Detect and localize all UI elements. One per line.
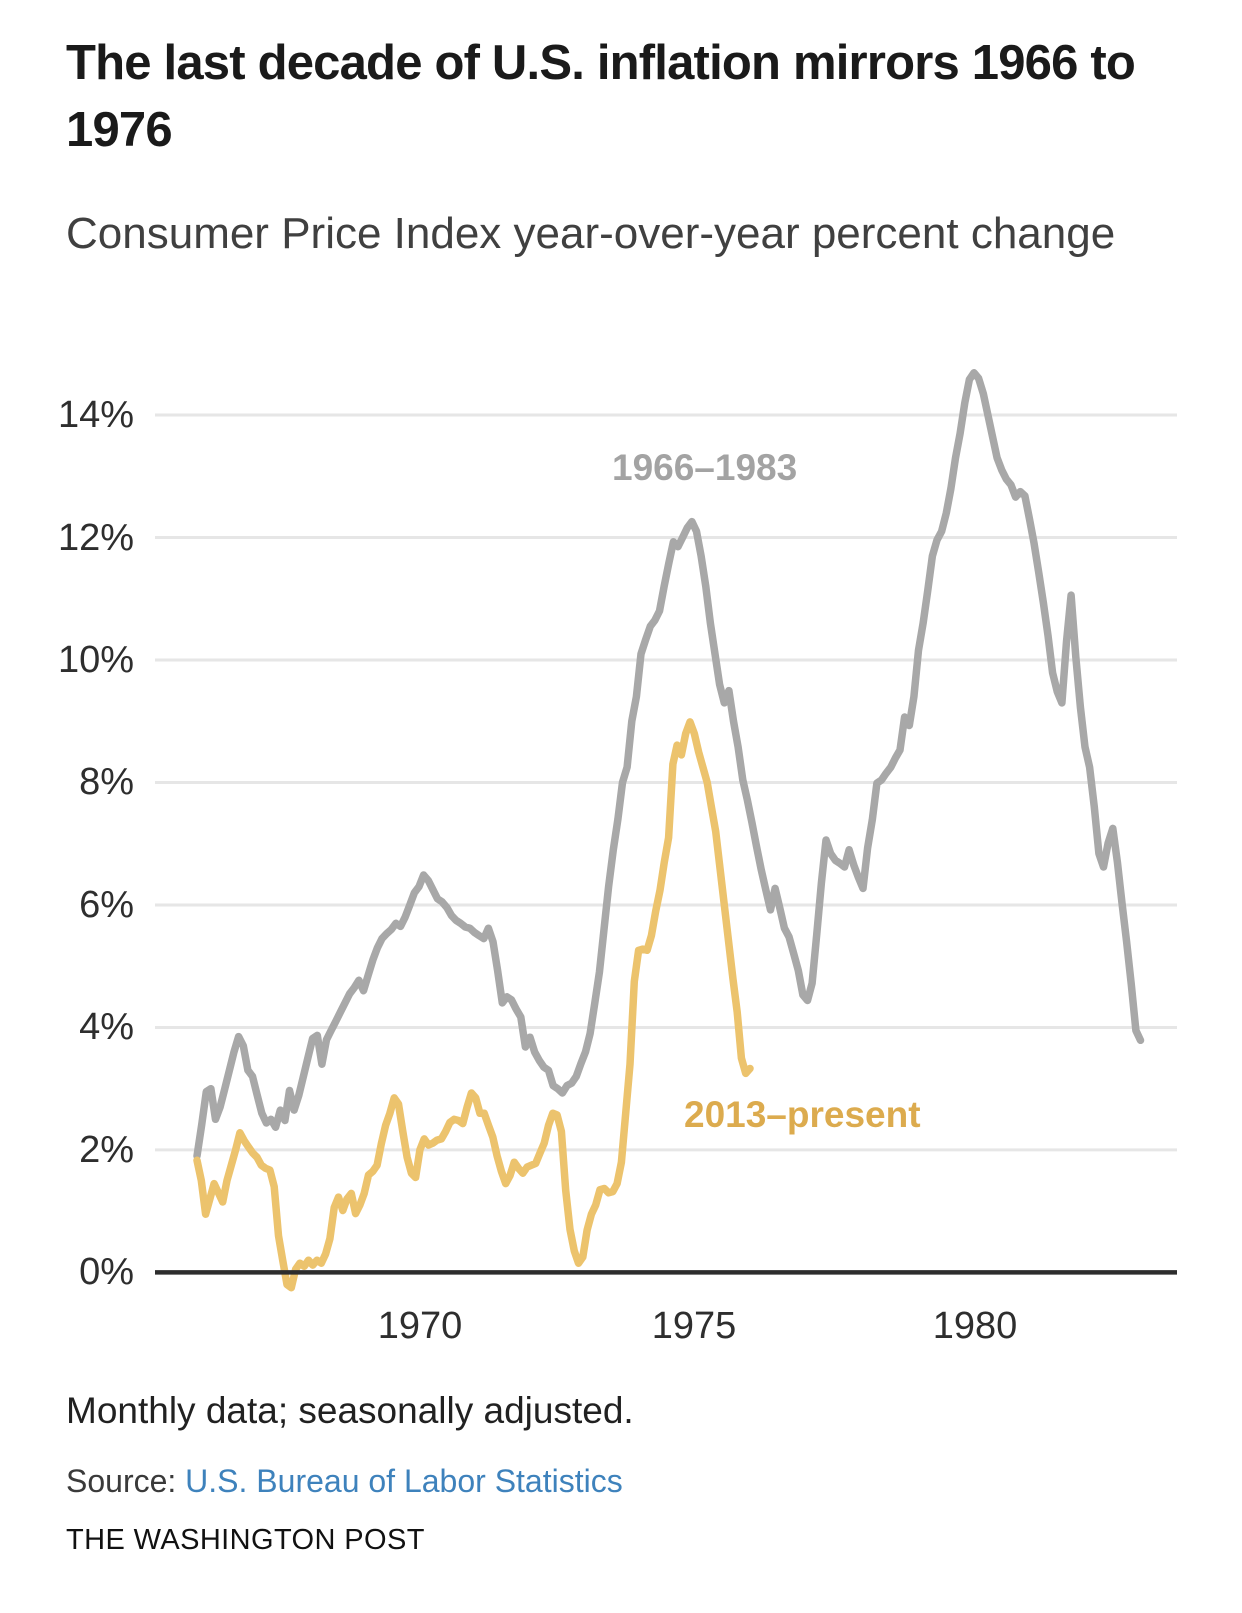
chart-subtitle: Consumer Price Index year-over-year perc… [66,209,1116,258]
y-tick-label-6: 6% [79,883,134,926]
x-tick-label-1975: 1975 [651,1305,737,1347]
series-line-1966-1983 [193,369,1145,1160]
y-tick-label-4: 4% [79,1006,134,1049]
chart-footnote: Monthly data; seasonally adjusted. [66,1390,634,1431]
y-tick-label-8: 8% [79,761,134,804]
x-tick-label-1970: 1970 [377,1305,463,1347]
x-tick-label-1980: 1980 [932,1305,1018,1347]
publisher-credit: THE WASHINGTON POST [66,1524,425,1556]
y-tick-label-12: 12% [57,516,134,559]
series-line-2013-present [193,718,754,1292]
chart-title: The last decade of U.S. inflation mirror… [66,36,1136,157]
y-tick-label-10: 10% [57,639,134,681]
source-label: Source: [66,1463,186,1499]
source-line: Source: U.S. Bureau of Labor Statistics [66,1463,623,1500]
series-label-1966-1983: 1966–1983 [612,447,798,488]
y-tick-label-14: 14% [57,394,134,437]
source-link[interactable]: U.S. Bureau of Labor Statistics [185,1463,623,1499]
y-tick-label-0: 0% [79,1251,134,1294]
y-tick-label-2: 2% [79,1128,134,1171]
series-label-2013-present: 2013–present [684,1094,921,1135]
